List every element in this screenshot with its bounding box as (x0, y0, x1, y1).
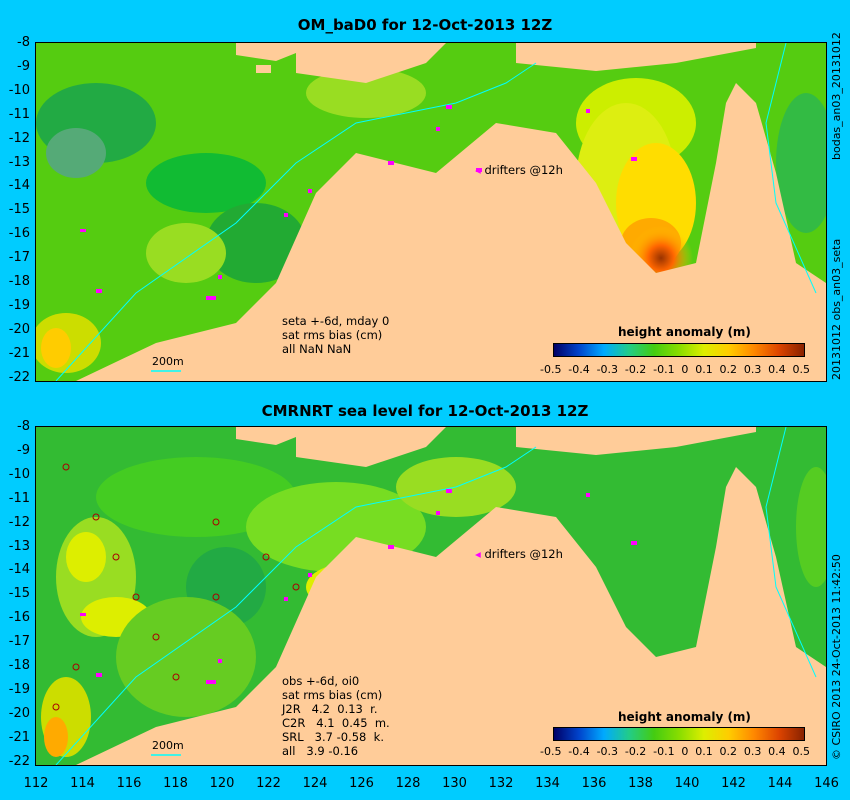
x-tick-label: 130 (442, 776, 467, 791)
x-tick-label: 142 (721, 776, 746, 791)
panel1-map (31, 42, 836, 382)
y-tick-label: -15 (8, 586, 30, 602)
panel2-map-svg (36, 426, 836, 766)
y-tick-label: -16 (8, 226, 30, 242)
y-tick-label: -17 (8, 250, 30, 266)
x-tick-label: 124 (302, 776, 328, 791)
panel1-side-bottom: 20131012 obs_an03_seta (830, 238, 843, 380)
panel2-drifters-legend: ◂ drifters @12h (475, 547, 563, 561)
y-tick-label: -20 (8, 321, 30, 337)
x-tick-label: 116 (116, 776, 142, 791)
drifter-markers (80, 105, 637, 300)
panel2-scale-label: 200m (152, 739, 184, 752)
y-tick-label: -12 (8, 514, 30, 530)
y-tick-label: -14 (8, 562, 30, 578)
y-tick-label: -15 (8, 202, 30, 218)
y-tick-label: -13 (8, 538, 30, 554)
x-tick-label: 112 (23, 776, 49, 791)
y-tick-label: -14 (8, 178, 30, 194)
x-tick-label: 114 (70, 776, 95, 791)
y-tick-label: -18 (8, 274, 30, 289)
y-tick-label: -22 (8, 753, 30, 769)
x-tick-label: 146 (814, 776, 839, 791)
y-tick-label: -18 (8, 658, 30, 673)
y-tick-label: -16 (8, 610, 30, 626)
y-tick-label: -19 (8, 681, 30, 697)
y-tick-label: -11 (8, 490, 30, 506)
drifter-markers-2 (80, 489, 637, 684)
y-tick-label: -19 (8, 297, 30, 313)
new-guinea-coast (516, 43, 756, 71)
y-tick-label: -8 (17, 35, 30, 50)
panel1-map-svg (31, 42, 836, 382)
y-tick-label: -11 (8, 106, 30, 122)
panel2-info: obs +-6d, oi0 sat rms bias (cm) J2R 4.2 0.… (282, 674, 390, 758)
panel1-scale-label: 200m (152, 355, 184, 368)
australia-landmass (36, 83, 826, 381)
panel2-map (35, 426, 836, 766)
isobath-200m-2 (55, 446, 537, 766)
y-tick-label: -12 (8, 130, 30, 146)
y-tick-label: -22 (8, 369, 30, 385)
x-tick-label: 134 (535, 776, 560, 791)
panel1-side-top: bodas_an03_20131012 (830, 32, 843, 160)
y-tick-label: -9 (17, 442, 30, 458)
panel2-side-text: © CSIRO 2013 24-Oct-2013 11:42:50 (830, 554, 843, 760)
x-tick-label: 140 (674, 776, 700, 791)
y-tick-label: -8 (17, 419, 30, 434)
panel1-legend-title: height anomaly (m) (618, 325, 751, 339)
panel1-colorbar-ticks: -0.5 -0.4 -0.3 -0.2 -0.1 0 0.1 0.2 0.3 0.4 0.5 (540, 363, 810, 376)
panel1-title: OM_baD0 for 12-Oct-2013 12Z (297, 16, 553, 34)
x-tick-label: 132 (488, 776, 514, 791)
y-tick-label: -21 (8, 729, 30, 745)
y-tick-label: -10 (8, 82, 30, 98)
x-tick-label: 126 (349, 776, 374, 791)
panel1-drifters-legend: ◂ drifters @12h (475, 163, 563, 177)
isobath-200m (55, 62, 537, 382)
x-tick-label: 144 (767, 776, 793, 791)
panel2-colorbar-ticks: -0.5 -0.4 -0.3 -0.2 -0.1 0 0.1 0.2 0.3 0.4 0.5 (540, 745, 810, 758)
x-tick-label: 138 (628, 776, 653, 791)
panel2-legend-title: height anomaly (m) (618, 710, 751, 724)
y-tick-label: -10 (8, 466, 30, 482)
x-tick-label: 118 (163, 776, 188, 791)
australia-landmass-2 (36, 467, 826, 765)
x-tick-label: 128 (395, 776, 421, 791)
y-tick-label: -9 (17, 58, 30, 74)
panel2-colorbar (553, 727, 805, 741)
x-tick-label: 136 (581, 776, 607, 791)
panel2-title: CMRNRT sea level for 12-Oct-2013 12Z (261, 402, 589, 420)
altimetry-obs-circles (52, 463, 300, 711)
timor-island (296, 43, 446, 83)
panel1-info: seta +-6d, mday 0 sat rms bias (cm) all Na… (282, 314, 390, 356)
x-tick-label: 120 (209, 776, 235, 791)
y-tick-label: -20 (8, 705, 30, 721)
panel1-colorbar (553, 343, 805, 357)
x-tick-label: 122 (256, 776, 281, 791)
y-tick-label: -13 (8, 154, 30, 170)
y-tick-label: -17 (8, 634, 30, 650)
y-tick-label: -21 (8, 345, 30, 361)
